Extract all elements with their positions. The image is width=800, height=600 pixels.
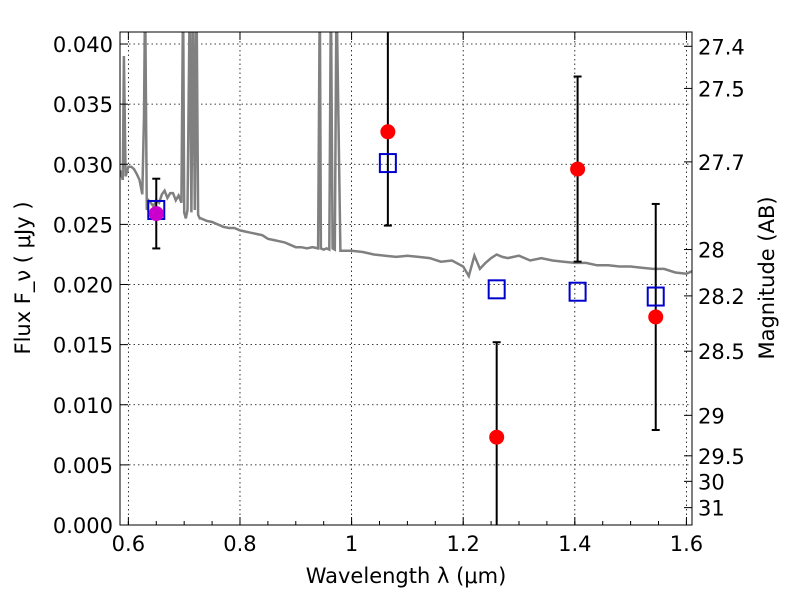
axis-ticks xyxy=(120,32,692,526)
mag-tick-label: 29 xyxy=(698,404,725,428)
tick-labels: 0.6 0.8 1 1.2 1.4 1.6 0.000 0.005 0.010 0.015 0.02… xyxy=(53,33,745,556)
y-tick-label: 0.015 xyxy=(53,334,113,358)
mag-tick-label: 31 xyxy=(698,497,725,521)
observed-point xyxy=(380,124,396,140)
grid xyxy=(120,32,692,526)
error-bars xyxy=(152,32,660,525)
plot-area xyxy=(120,32,692,525)
mag-tick-label: 27.5 xyxy=(698,77,745,101)
y-tick-label: 0.020 xyxy=(53,274,113,298)
x-tick-label: 1.2 xyxy=(446,532,479,556)
y-tick-label: 0.035 xyxy=(53,93,113,117)
x-tick-label: 1.6 xyxy=(670,532,703,556)
observed-point xyxy=(148,206,164,222)
y-tick-label: 0.030 xyxy=(53,153,113,177)
y-tick-label: 0.040 xyxy=(53,33,113,57)
y-axis-label: Flux F_ν ( μJy ) xyxy=(11,201,36,354)
mag-tick-label: 30 xyxy=(698,470,725,494)
y-tick-label: 0.025 xyxy=(53,213,113,237)
model-spectrum-line xyxy=(120,32,692,280)
mag-tick-label: 28 xyxy=(698,239,725,263)
observed-photometry-points xyxy=(148,124,664,445)
model-square-marker xyxy=(378,153,397,174)
model-square-marker xyxy=(568,281,587,302)
mag-tick-label: 28.5 xyxy=(698,340,745,364)
y-tick-label: 0.005 xyxy=(53,454,113,478)
model-photometry-squares xyxy=(147,153,665,307)
x-axis-label: Wavelength λ (μm) xyxy=(306,564,507,588)
y-tick-label: 0.000 xyxy=(53,514,113,538)
x-tick-label: 1.4 xyxy=(558,532,591,556)
observed-point xyxy=(489,429,505,445)
x-tick-label: 0.6 xyxy=(112,532,145,556)
observed-point xyxy=(648,309,664,325)
mag-tick-label: 27.4 xyxy=(698,35,745,59)
mag-tick-label: 28.2 xyxy=(698,285,745,309)
y-tick-label: 0.010 xyxy=(53,394,113,418)
right-y-axis-label: Magnitude (AB) xyxy=(755,196,779,359)
mag-tick-label: 29.5 xyxy=(698,445,745,469)
mag-tick-label: 27.7 xyxy=(698,151,745,175)
model-square-marker xyxy=(487,279,506,300)
x-tick-label: 1 xyxy=(345,532,358,556)
observed-point xyxy=(570,161,586,177)
model-square-marker xyxy=(646,286,665,307)
plot-frame xyxy=(119,31,693,526)
x-tick-label: 0.8 xyxy=(223,532,256,556)
